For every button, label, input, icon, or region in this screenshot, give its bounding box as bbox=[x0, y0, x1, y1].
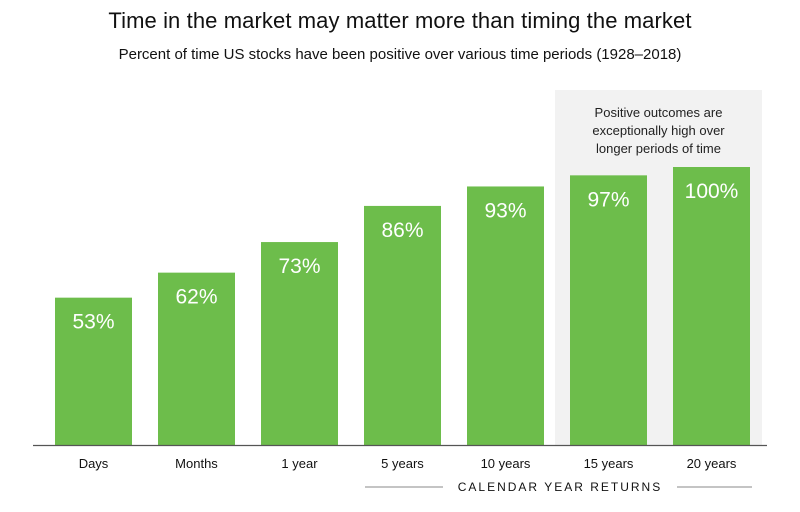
callout-text-line: exceptionally high over bbox=[592, 123, 725, 138]
x-tick-label: 15 years bbox=[584, 456, 634, 471]
bar-value-label: 73% bbox=[278, 255, 320, 278]
group-label: CALENDAR YEAR RETURNS bbox=[458, 480, 662, 494]
chart-subtitle: Percent of time US stocks have been posi… bbox=[118, 46, 682, 63]
x-tick-label: Months bbox=[175, 456, 218, 471]
bar bbox=[570, 175, 647, 445]
x-tick-label: 1 year bbox=[281, 456, 318, 471]
x-tick-label: Days bbox=[79, 456, 109, 471]
bar-value-label: 93% bbox=[484, 199, 526, 222]
bar-value-label: 62% bbox=[175, 286, 217, 309]
x-tick-label: 20 years bbox=[687, 456, 737, 471]
x-tick-label: 10 years bbox=[481, 456, 531, 471]
bar bbox=[673, 167, 750, 445]
bar bbox=[158, 272, 235, 445]
bar bbox=[261, 242, 338, 445]
bar bbox=[467, 186, 544, 445]
callout-text-line: longer periods of time bbox=[596, 141, 721, 156]
bar-value-label: 100% bbox=[685, 180, 739, 203]
bar bbox=[55, 297, 132, 445]
x-tick-label: 5 years bbox=[381, 456, 424, 471]
bar-value-label: 97% bbox=[587, 188, 629, 211]
chart-title: Time in the market may matter more than … bbox=[108, 8, 692, 33]
bar bbox=[364, 205, 441, 445]
bar-value-label: 53% bbox=[72, 311, 114, 334]
bar-value-label: 86% bbox=[381, 219, 423, 242]
callout-text-line: Positive outcomes are bbox=[595, 105, 723, 120]
